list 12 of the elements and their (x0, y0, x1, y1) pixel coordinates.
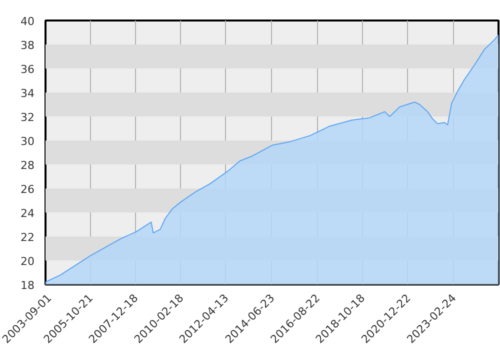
y-tick-label: 30 (20, 135, 35, 148)
y-tick-label: 20 (20, 255, 35, 268)
y-tick-label: 38 (20, 39, 35, 52)
y-tick-label: 40 (20, 15, 35, 28)
y-tick-label: 18 (20, 279, 35, 292)
y-tick-label: 26 (20, 183, 35, 196)
y-tick-label: 28 (20, 159, 35, 172)
y-tick-label: 34 (20, 87, 35, 100)
y-tick-label: 22 (20, 231, 35, 244)
y-tick-label: 32 (20, 111, 35, 124)
y-tick-label: 36 (20, 63, 35, 76)
y-tick-label: 24 (20, 207, 35, 220)
